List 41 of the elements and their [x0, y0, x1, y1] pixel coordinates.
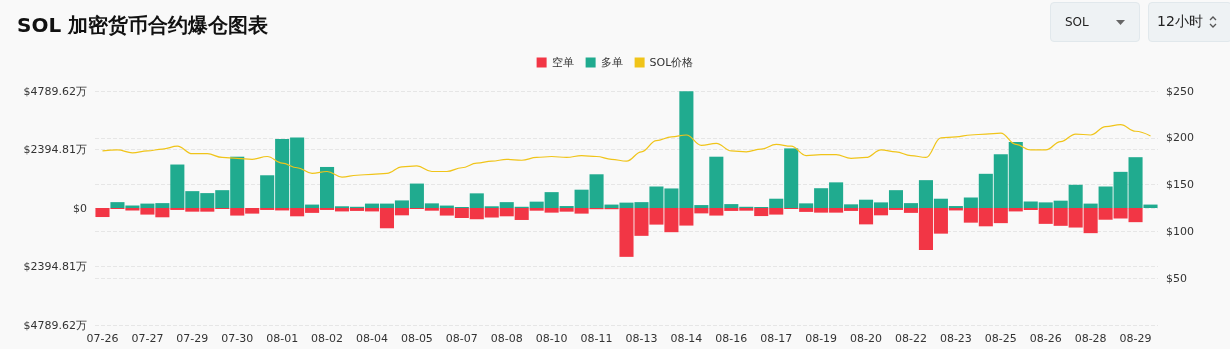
x-tick-label: 08-08: [490, 332, 523, 345]
x-tick-label: 08-02: [311, 332, 344, 345]
x-tick-label: 08-29: [1119, 332, 1152, 345]
chart-title: SOL 加密货币合约爆仓图表: [17, 13, 269, 37]
x-tick-label: 08-28: [1074, 332, 1107, 345]
x-tick-label: 08-17: [760, 332, 793, 345]
x-tick-label: 08-14: [670, 332, 703, 345]
y2-tick-label: $150: [1166, 178, 1194, 192]
interval-selector: 12小时: [1148, 2, 1230, 42]
x-tick-label: 08-11: [580, 332, 613, 345]
y-tick-label: $4789.62万: [23, 318, 87, 332]
y2-tick-label: $50: [1166, 271, 1187, 285]
y-tick-label: $4789.62万: [23, 84, 87, 98]
x-tick-label: 08-10: [535, 332, 568, 345]
line-series: [101, 124, 1152, 178]
x-tick-label: 08-20: [850, 332, 883, 345]
x-tick-label: 08-01: [266, 332, 299, 345]
legend-label: 多单: [600, 56, 623, 69]
legend-label: SOL价格: [649, 56, 694, 69]
x-tick-label: 07-29: [176, 332, 209, 345]
x-tick-label: 08-19: [805, 332, 838, 345]
x-tick-label: 08-26: [1029, 332, 1062, 345]
x-tick-label: 08-16: [715, 332, 748, 345]
x-tick-label: 08-22: [894, 332, 927, 345]
coin-dropdown: SOL: [1050, 2, 1140, 42]
x-tick-label: 08-04: [355, 332, 388, 345]
x-tick-label: 07-27: [131, 332, 164, 345]
x-tick-label: 08-05: [400, 332, 433, 345]
x-tick-label: 08-07: [445, 332, 478, 345]
x-tick-label: 08-25: [984, 332, 1017, 345]
y-tick-label: $2394.81万: [23, 143, 87, 156]
y-tick-label: $0: [73, 201, 87, 215]
y2-tick-label: $250: [1166, 84, 1194, 98]
x-tick-label: 08-23: [939, 332, 972, 345]
x-tick-label: 07-30: [221, 332, 254, 345]
x-tick-label: 08-13: [625, 332, 658, 345]
x-tick-label: 07-26: [86, 332, 119, 345]
legend-label: 空单: [551, 56, 574, 69]
y2-tick-label: $200: [1166, 131, 1194, 145]
y-tick-label: $2394.81万: [23, 260, 87, 273]
y2-tick-label: $100: [1166, 224, 1194, 238]
